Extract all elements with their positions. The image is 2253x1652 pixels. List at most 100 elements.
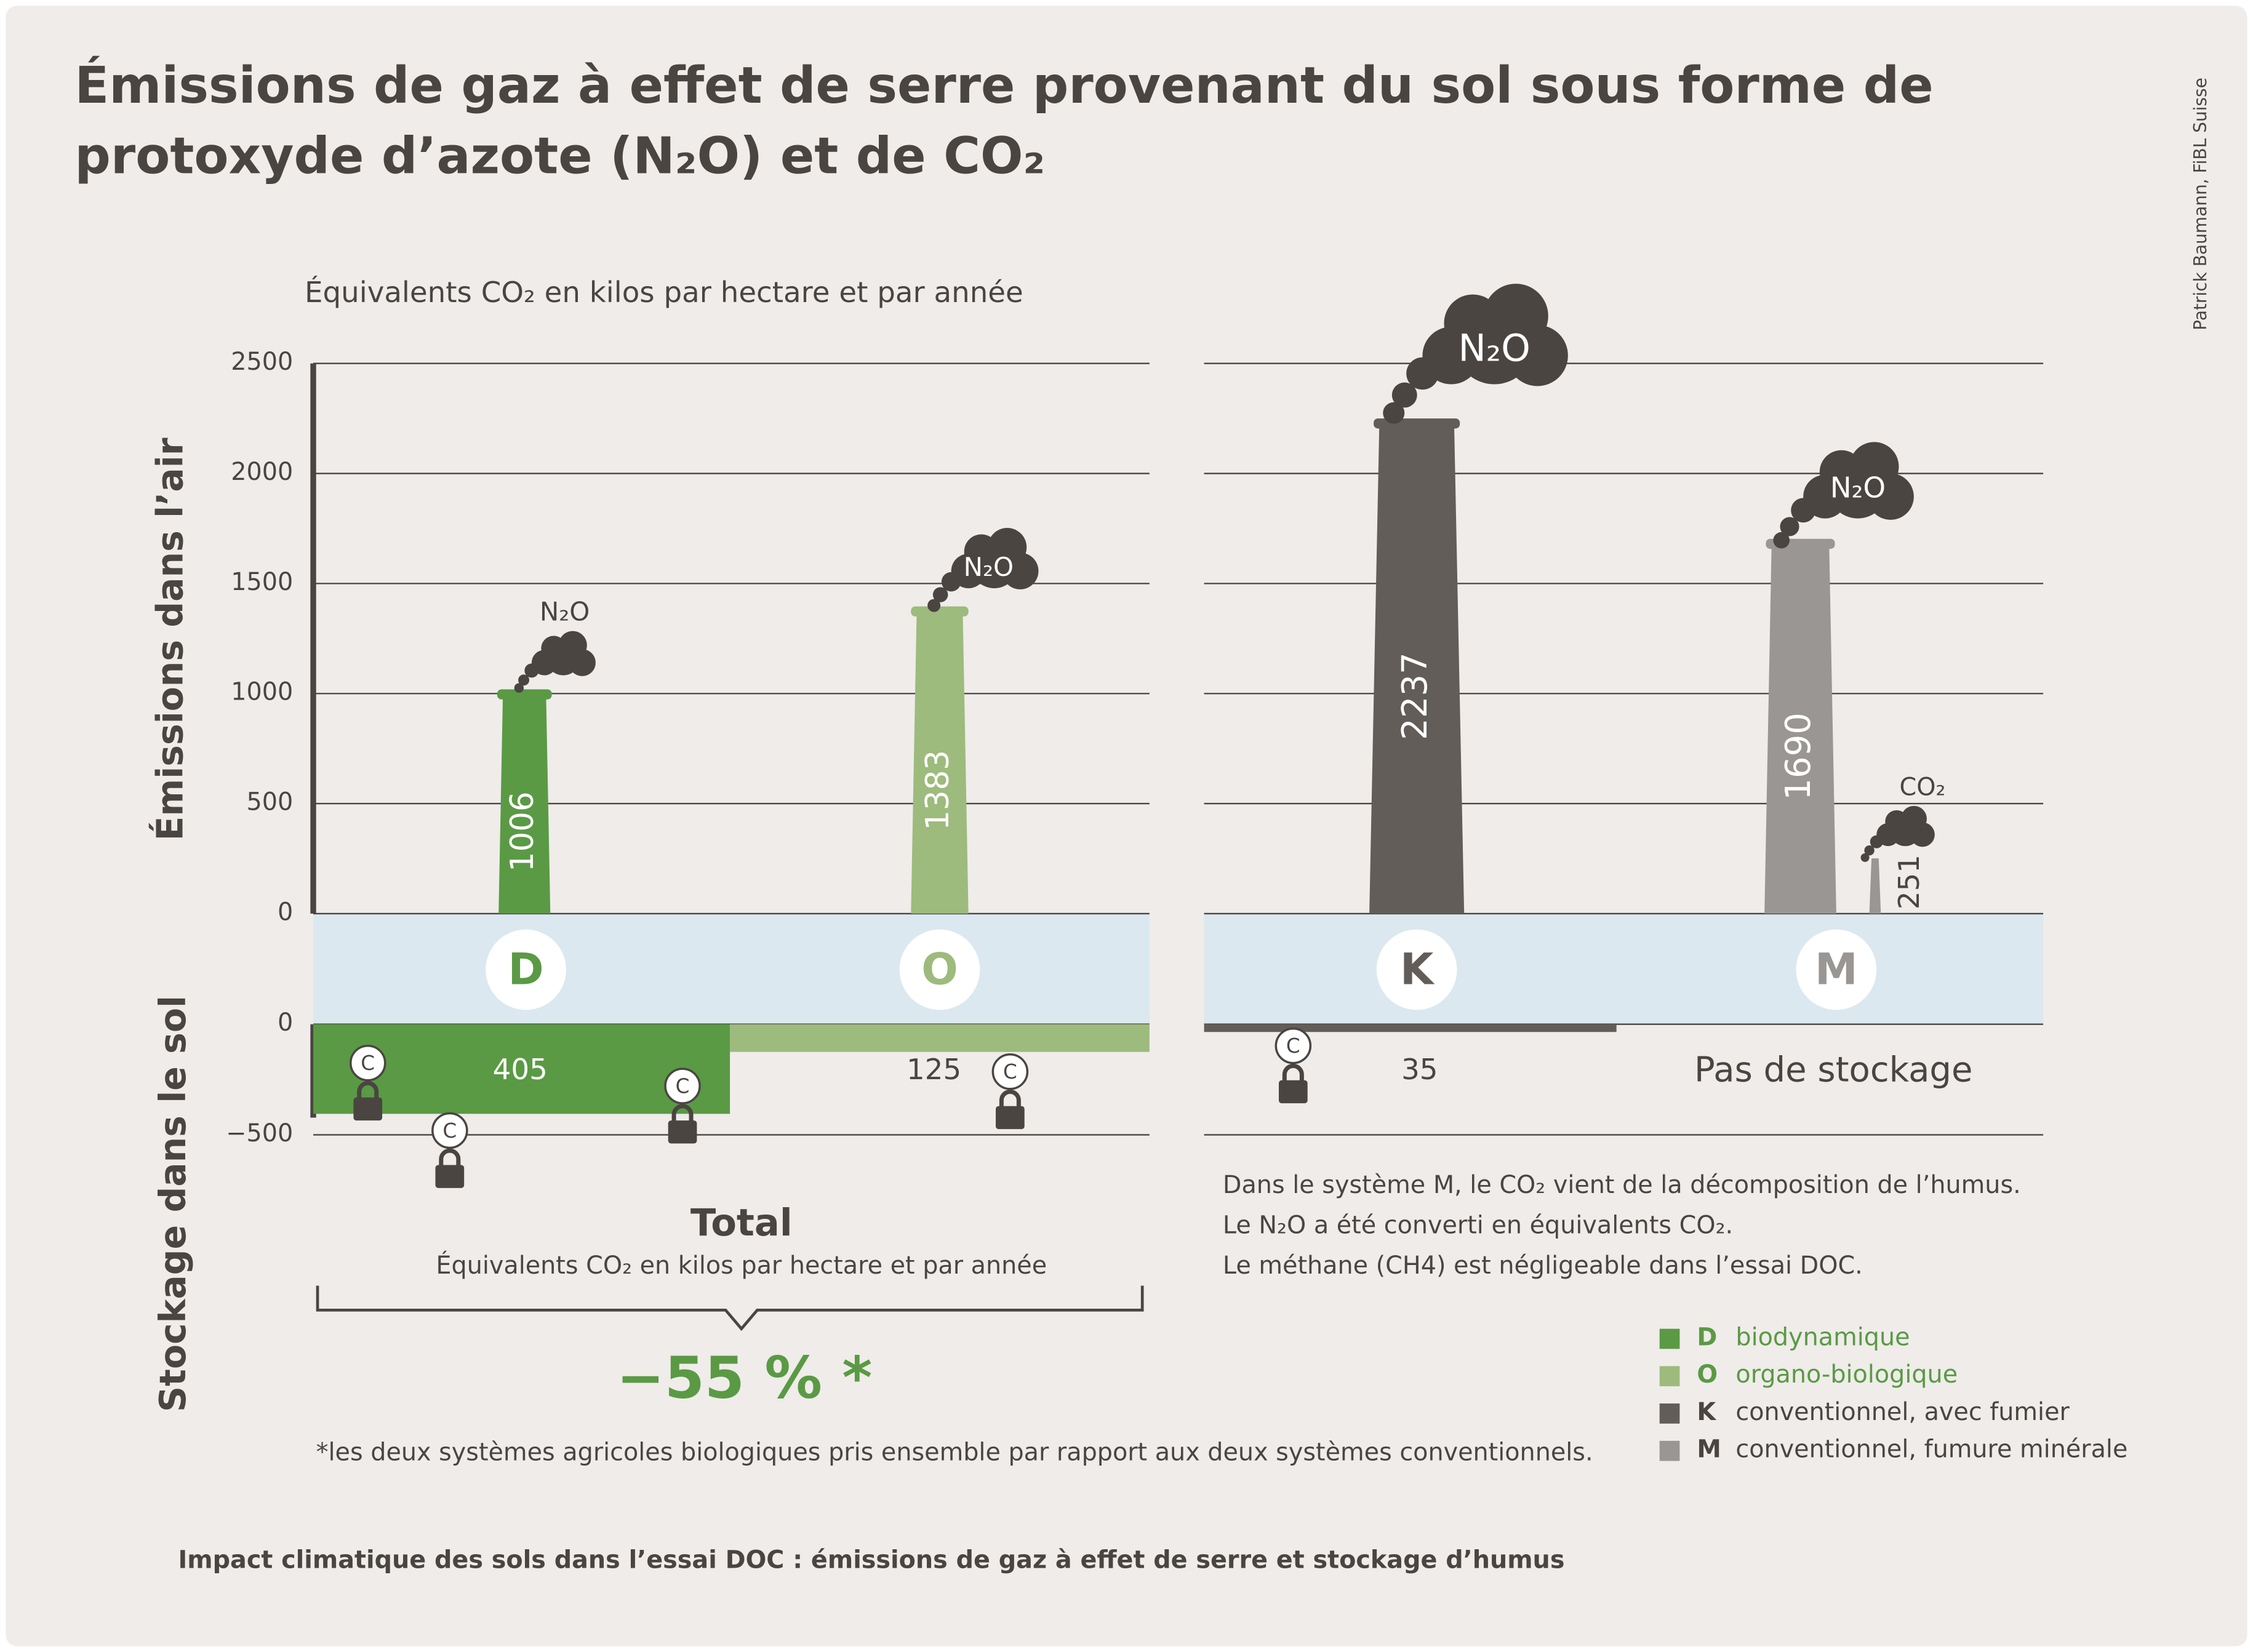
legend-letter: M [1697, 1435, 1721, 1464]
legend-swatch [1659, 1328, 1680, 1349]
lock-body [353, 1097, 383, 1121]
co2-bar [1869, 858, 1881, 914]
cloud-label: N₂O [1458, 327, 1531, 370]
total-title: Total [690, 1202, 793, 1245]
cloud [988, 528, 1027, 567]
value-label: 2237 [1395, 652, 1435, 740]
y-tick-label: 1500 [231, 568, 293, 596]
cloud [1483, 284, 1548, 349]
chimney-bar [1764, 541, 1836, 914]
y-tick-label: 2500 [231, 348, 293, 376]
legend-letter: D [1697, 1323, 1717, 1352]
y-tick-label: 500 [247, 788, 294, 816]
cloud [1391, 382, 1417, 408]
caption: Impact climatique des sols dans l’essai … [178, 1546, 1565, 1574]
subtitle: Équivalents CO₂ en kilos par hectare et … [305, 276, 1023, 309]
chart-title: protoxyde d’azote (N₂O) et de CO₂ [74, 127, 1045, 186]
cloud [1870, 835, 1883, 848]
chart-title: Émissions de gaz à effet de serre proven… [74, 56, 1933, 115]
lock-shackle [999, 1090, 1021, 1109]
value-label: 1006 [504, 791, 541, 872]
cloud [932, 587, 948, 602]
chimney-bar [911, 609, 969, 914]
chimney-cap [497, 689, 552, 700]
cloud [927, 599, 941, 612]
system-badge [1376, 929, 1457, 1010]
cloud [1791, 498, 1816, 523]
note: Dans le système M, le CO₂ vient de la dé… [1223, 1171, 2021, 1199]
bracket [316, 1285, 1144, 1331]
y-tick-label: −500 [226, 1119, 293, 1147]
cloud [1864, 845, 1875, 856]
icon-label: C [361, 1051, 375, 1075]
footnote: *les deux systèmes agricoles biologiques… [316, 1438, 1593, 1466]
cloud [1849, 442, 1899, 492]
cloud [1900, 805, 1927, 832]
total-subtitle: Équivalents CO₂ en kilos par hectare et … [436, 1251, 1047, 1280]
chimney-bar [498, 692, 551, 914]
storage-label: 125 [906, 1053, 961, 1087]
lock-body [1278, 1080, 1308, 1104]
icon-label: C [1003, 1060, 1017, 1083]
band [1204, 913, 2044, 1024]
cloud [1780, 517, 1799, 537]
chimney-bar [1369, 421, 1465, 914]
reduction: −55 % * [617, 1344, 873, 1411]
legend-letter: K [1697, 1398, 1716, 1426]
storage-bar [730, 1024, 1150, 1052]
note: Le N₂O a été converti en équivalents CO₂… [1223, 1211, 1733, 1239]
y-tick-label: 0 [278, 1008, 293, 1037]
chimney-cap [911, 606, 969, 617]
icon-badge [664, 1067, 701, 1104]
cloud [941, 572, 961, 592]
icon-label: C [676, 1074, 690, 1098]
storage-label: 35 [1401, 1053, 1438, 1087]
y-tick-label: 0 [278, 898, 293, 926]
icon-badge [349, 1044, 386, 1082]
lock-shackle [1282, 1063, 1304, 1083]
y-axis-label: Émissions dans l’air [148, 437, 191, 840]
cloud [1773, 532, 1790, 549]
y-axis-label: Stockage dans le sol [152, 996, 194, 1412]
legend-swatch [1659, 1366, 1680, 1387]
system-letter: O [921, 944, 958, 995]
storage-bar [1204, 1024, 1617, 1032]
cloud [518, 674, 530, 686]
storage-label: 405 [493, 1053, 548, 1087]
system-letter: D [508, 944, 543, 995]
legend-label: conventionnel, avec fumier [1735, 1398, 2070, 1426]
cloud [1383, 402, 1405, 424]
icon-badge [991, 1053, 1029, 1090]
system-letter: M [1815, 944, 1858, 995]
legend-letter: O [1697, 1360, 1718, 1389]
y-tick-label: 1000 [231, 678, 293, 706]
cloud [514, 683, 524, 693]
icon-label: C [442, 1119, 457, 1143]
cloud-label: N₂O [1830, 472, 1886, 505]
legend-swatch [1659, 1403, 1680, 1424]
band [313, 913, 1150, 1024]
system-badge [1796, 929, 1877, 1010]
icon-badge [431, 1112, 468, 1149]
cloud-label: N₂O [964, 552, 1014, 582]
icon-badge [1275, 1027, 1312, 1064]
legend-swatch [1659, 1440, 1680, 1461]
cloud [1406, 357, 1439, 390]
system-badge [899, 929, 980, 1010]
legend-label: conventionnel, fumure minérale [1735, 1435, 2127, 1464]
value-label: 251 [1893, 855, 1926, 909]
lock-body [668, 1120, 697, 1144]
note: Le méthane (CH4) est négligeable dans l’… [1223, 1251, 1863, 1280]
y-tick-label: 2000 [231, 458, 293, 486]
lock-shackle [357, 1081, 379, 1101]
cloud [1860, 853, 1870, 862]
cloud [558, 631, 587, 660]
lock-body [996, 1106, 1025, 1130]
legend-label: biodynamique [1735, 1323, 1910, 1352]
legend-label: organo-biologique [1735, 1360, 1958, 1389]
system-badge [486, 929, 566, 1010]
lock-body [435, 1165, 465, 1188]
value-label: 1690 [1779, 712, 1819, 800]
value-label: 1383 [919, 750, 956, 831]
